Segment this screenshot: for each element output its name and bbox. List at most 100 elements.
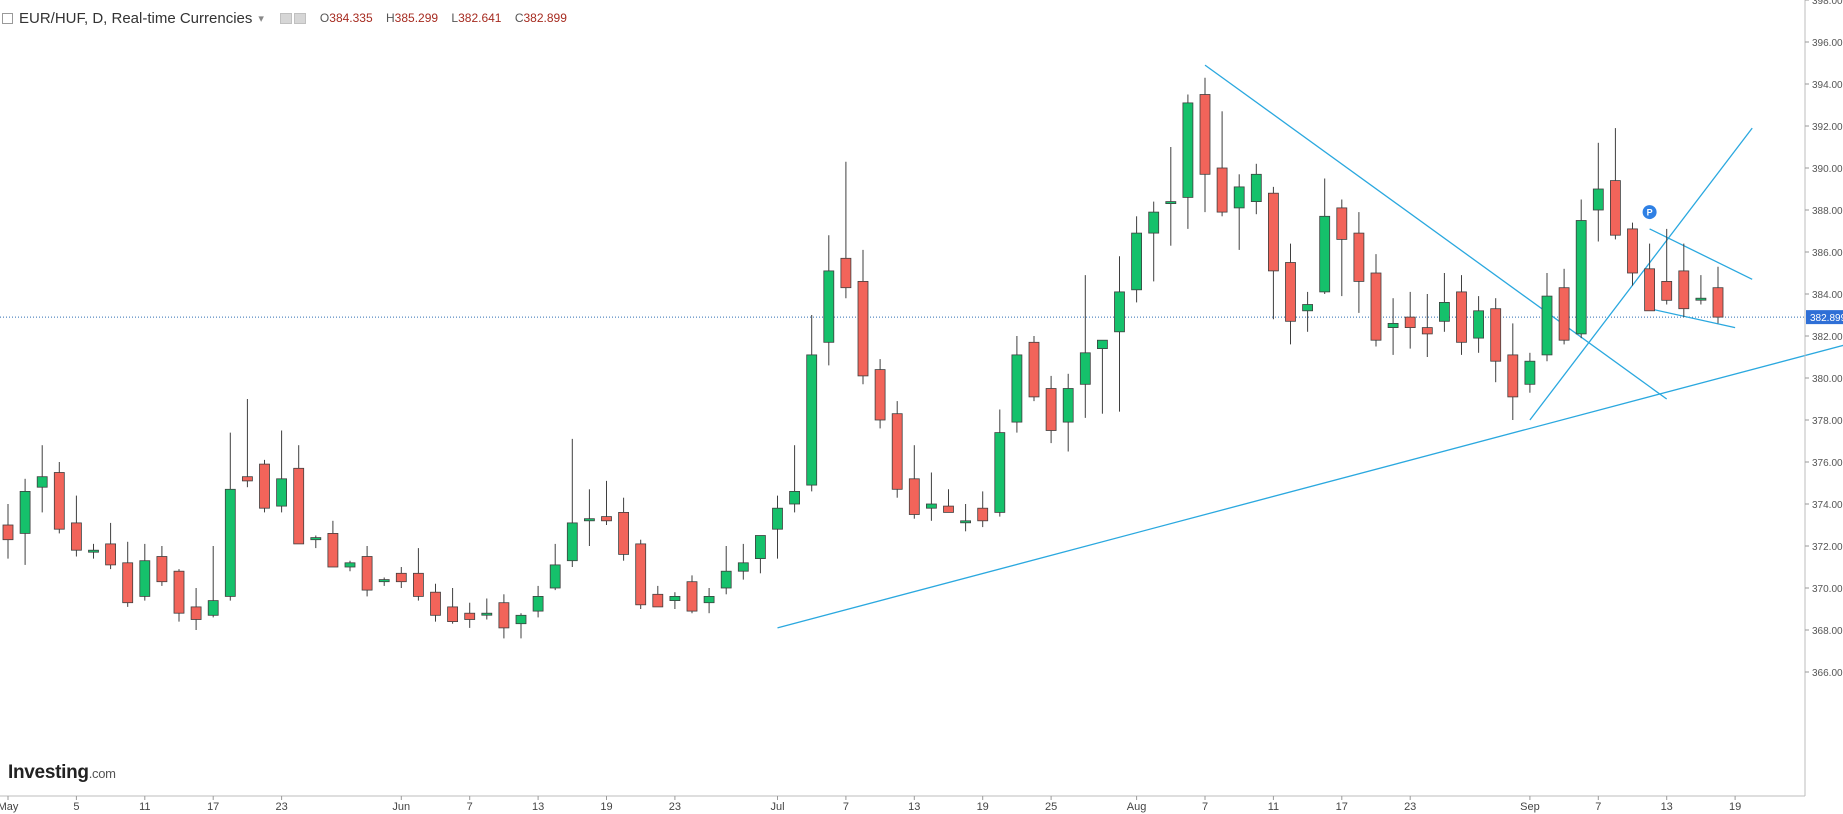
eye-icon[interactable] [279,12,292,24]
candle-body[interactable] [1045,388,1057,431]
candle-body[interactable] [378,579,390,583]
candle-body[interactable] [1473,310,1484,339]
candle-body[interactable] [71,522,82,551]
candle-body[interactable] [635,543,647,606]
candle-body[interactable] [344,562,356,568]
candle-body[interactable] [1695,297,1707,301]
candle-body[interactable] [361,556,373,591]
candle-body[interactable] [1490,308,1502,362]
candle-body[interactable] [1456,291,1467,343]
candle-body[interactable] [1319,215,1331,293]
candle-body[interactable] [1644,268,1655,312]
candle-body[interactable] [601,516,612,522]
candle-body[interactable] [1353,232,1365,282]
candle-body[interactable] [1011,354,1023,423]
candle-body[interactable] [1302,304,1313,312]
candle-body[interactable] [1439,301,1450,322]
candle-body[interactable] [105,543,116,566]
candle-body[interactable] [139,560,151,597]
trendline[interactable] [777,342,1843,629]
candle-body[interactable] [1216,167,1228,213]
symbol-title[interactable]: EUR/HUF, D, Real-time Currencies [19,9,253,27]
candle-body[interactable] [891,413,903,490]
candle-body[interactable] [840,257,852,289]
candle-body[interactable] [1114,291,1125,333]
candle-body[interactable] [515,614,527,625]
candle-body[interactable] [1148,211,1160,234]
candle-body[interactable] [464,612,476,620]
collapse-icon[interactable] [2,12,13,24]
candle-body[interactable] [669,596,681,602]
candle-body[interactable] [1199,94,1211,175]
candle-body[interactable] [549,564,561,589]
candle-body[interactable] [926,503,937,509]
candle-body[interactable] [1233,186,1245,209]
candle-body[interactable] [943,505,954,513]
candle-body[interactable] [1165,201,1177,205]
candle-body[interactable] [789,490,800,505]
candle-body[interactable] [755,535,766,560]
candle-body[interactable] [19,490,31,534]
candle-body[interactable] [276,478,288,507]
candle-body[interactable] [224,488,236,597]
candle-body[interactable] [532,596,544,612]
chevron-down-icon[interactable]: ▾ [258,12,264,25]
candle-body[interactable] [2,524,14,541]
candle-body[interactable] [1285,262,1296,322]
candle-body[interactable] [1028,341,1040,398]
candle-body[interactable] [1661,280,1673,301]
candle-body[interactable] [1250,173,1262,203]
candle-body[interactable] [857,280,869,377]
candle-body[interactable] [1404,316,1416,329]
trendline[interactable] [1529,127,1753,421]
candle-body[interactable] [310,537,322,541]
candle-body[interactable] [1268,192,1279,272]
candle-body[interactable] [412,572,424,597]
candle-body[interactable] [447,606,459,623]
trendline[interactable] [1649,228,1753,280]
candle-body[interactable] [1370,272,1382,341]
candle-body[interactable] [686,581,698,612]
candle-body[interactable] [481,612,493,616]
candle-body[interactable] [241,476,253,482]
candle-body[interactable] [977,507,989,522]
candle-body[interactable] [652,593,664,608]
candle-body[interactable] [36,476,48,488]
trendlines[interactable] [777,64,1843,629]
candle-body[interactable] [53,472,65,530]
candle-body[interactable] [1336,207,1348,240]
candle-body[interactable] [584,518,595,522]
candle-body[interactable] [1575,220,1587,335]
candle-body[interactable] [703,596,715,604]
candle-body[interactable] [994,432,1006,513]
candle-body[interactable] [1541,295,1553,356]
trendline[interactable] [1649,308,1736,329]
candle-body[interactable] [806,354,818,486]
candle-body[interactable] [259,463,270,509]
candle-body[interactable] [720,570,732,589]
candle-body[interactable] [156,556,168,583]
candle-body[interactable] [1062,388,1074,423]
candle-body[interactable] [122,562,134,604]
trendline[interactable] [1204,64,1668,400]
investing-logo[interactable]: Investing.com [8,762,116,784]
candle-body[interactable] [1182,102,1194,198]
candle-body[interactable] [823,270,835,343]
candles[interactable] [2,77,1724,639]
candle-body[interactable] [1507,354,1519,398]
candle-body[interactable] [293,467,305,545]
candle-body[interactable] [1387,322,1399,328]
candle-body[interactable] [1678,270,1690,310]
candle-body[interactable] [498,602,510,629]
candle-body[interactable] [1421,327,1433,335]
candle-body[interactable] [207,600,219,616]
candle-body[interactable] [395,572,407,583]
candle-body[interactable] [772,507,783,530]
candle-body[interactable] [1131,232,1142,291]
candle-body[interactable] [960,520,971,524]
candle-body[interactable] [874,369,886,421]
candle-body[interactable] [1592,188,1604,211]
candle-body[interactable] [327,533,339,568]
candle-body[interactable] [1627,228,1638,274]
